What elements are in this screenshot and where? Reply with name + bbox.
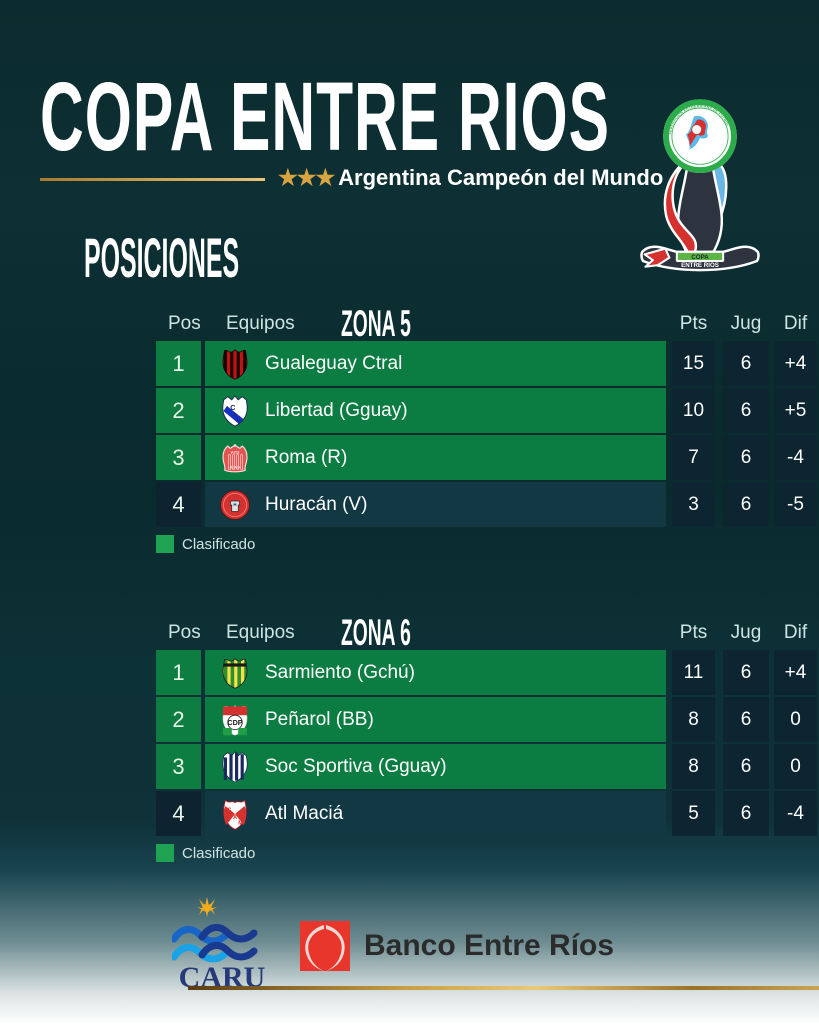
svg-text:H: H [233, 501, 236, 506]
svg-text:ROMA: ROMA [230, 465, 241, 469]
svg-text:C: C [227, 807, 231, 813]
svg-text:A: A [233, 814, 237, 820]
svg-text:C: C [230, 403, 235, 412]
svg-text:AYD: AYD [231, 450, 240, 455]
svg-text:M: M [238, 820, 243, 826]
svg-text:ENTRE RIOS: ENTRE RIOS [681, 262, 719, 269]
svg-text:L: L [237, 416, 241, 423]
svg-text:CDP: CDP [227, 717, 242, 726]
svg-text:COPA: COPA [691, 254, 709, 261]
